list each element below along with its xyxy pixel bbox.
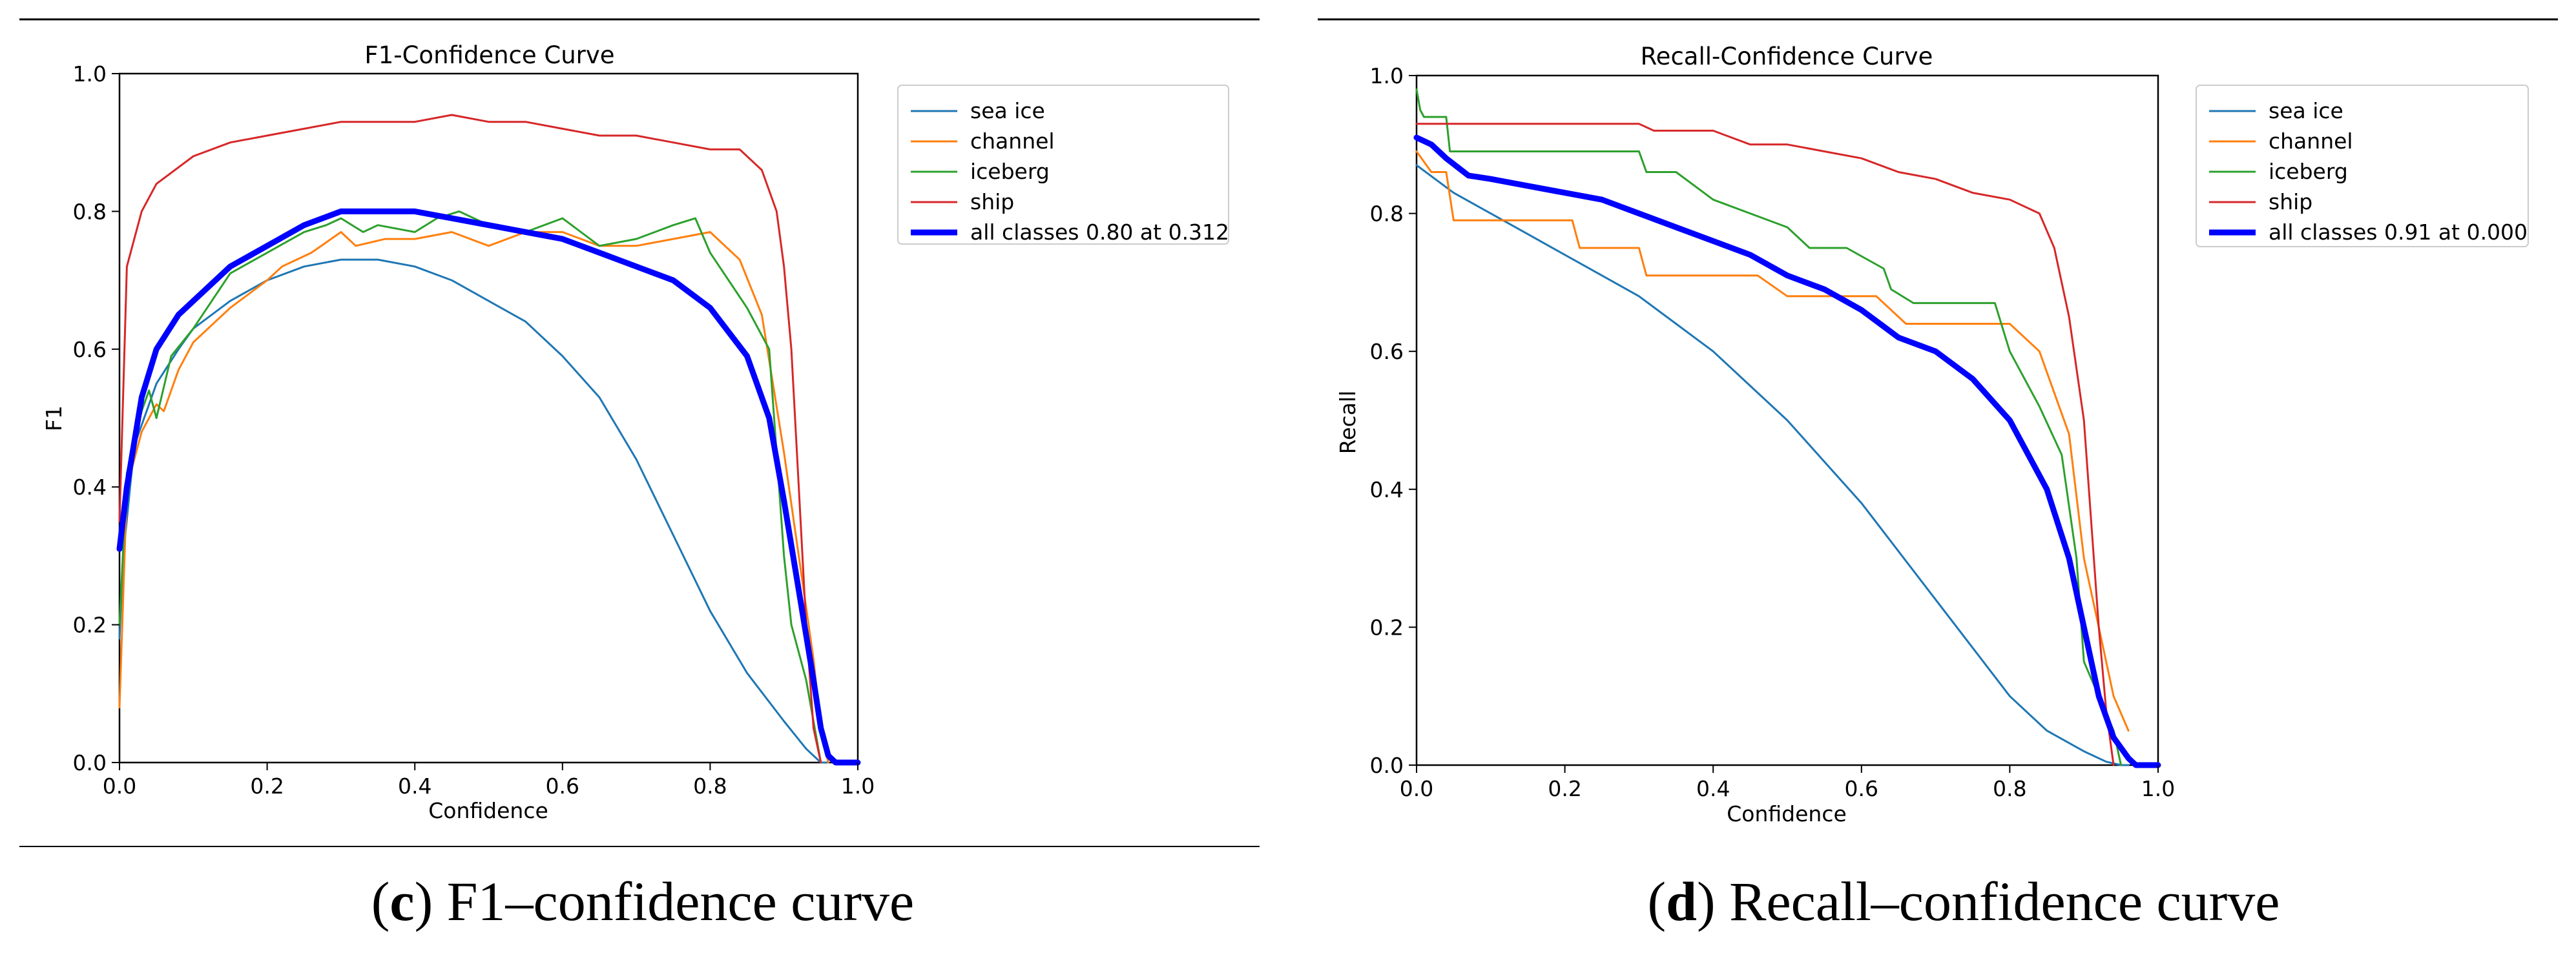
series-line-sea-ice [1415, 164, 2130, 766]
y-tick-label: 0.2 [73, 613, 107, 638]
plot-area [1413, 74, 2161, 768]
caption-d: (d) Recall–confidence curve [1648, 870, 2280, 932]
y-tick-label: 0.8 [1370, 201, 1404, 227]
legend-label: iceberg [970, 159, 1050, 184]
y-axis-ticks: 0.0 0.2 0.4 0.6 0.8 1.0 [73, 61, 119, 775]
series-line-sea-ice [118, 258, 829, 764]
x-tick-label: 0.0 [103, 774, 136, 799]
series-line-ship [118, 114, 822, 764]
series-line-channel [1415, 150, 2130, 732]
legend: sea ice channel iceberg ship all classes 0.8… [897, 85, 1229, 245]
caption-d-text: ) Recall–confidence curve [1697, 870, 2280, 932]
series-layer [1413, 88, 2161, 768]
x-tick-label: 0.8 [693, 774, 727, 799]
legend-frame [897, 85, 1229, 245]
y-tick-label: 0.6 [1370, 339, 1404, 364]
series-line-ship [1415, 123, 2115, 766]
x-axis-label: Confidence [428, 798, 548, 823]
caption-c: (c) F1–confidence curve [371, 870, 914, 932]
series-line-all-classes-0-80-at-0-312 [116, 208, 861, 766]
series-line-iceberg [1415, 88, 2123, 766]
legend: sea ice channel iceberg ship all classes 0.9… [2196, 85, 2529, 247]
x-axis-ticks: 0.0 0.2 0.4 0.6 0.8 1.0 [1400, 765, 2175, 801]
x-tick-label: 0.0 [1400, 776, 1433, 801]
y-tick-label: 0.0 [73, 750, 107, 775]
x-tick-label: 1.0 [2141, 776, 2175, 801]
legend-label: channel [2269, 128, 2353, 154]
y-tick-label: 0.6 [73, 337, 107, 362]
y-tick-label: 0.4 [1370, 477, 1404, 502]
y-tick-label: 0.2 [1370, 615, 1404, 640]
x-tick-label: 0.2 [250, 774, 284, 799]
x-tick-label: 0.6 [546, 774, 579, 799]
legend-label: ship [970, 189, 1014, 214]
series-line-channel [118, 231, 829, 764]
x-axis-ticks: 0.0 0.2 0.4 0.6 0.8 1.0 [103, 763, 875, 799]
recall-confidence-chart: Recall-Confidence Curve 0.0 0.2 0.4 0.6 0.8 1… [1335, 43, 2529, 826]
y-tick-label: 0.8 [73, 199, 107, 224]
x-tick-label: 0.6 [1845, 776, 1878, 801]
axes-frame [118, 72, 859, 764]
legend-label: all classes 0.91 at 0.000 [2269, 220, 2528, 245]
f1-confidence-chart: F1-Confidence Curve 0.0 0.2 0.4 0.6 0.8 1.0 0… [41, 41, 1229, 823]
plot-area [116, 72, 861, 766]
x-tick-label: 0.2 [1548, 776, 1581, 801]
y-tick-label: 0.0 [1370, 753, 1404, 778]
legend-label: iceberg [2269, 159, 2348, 184]
caption-c-text: ) F1–confidence curve [415, 870, 915, 932]
legend-label: all classes 0.80 at 0.312 [970, 220, 1229, 245]
y-tick-label: 1.0 [1370, 63, 1404, 88]
caption-c-letter: c [390, 870, 414, 932]
x-axis-label: Confidence [1727, 801, 1847, 826]
chart-title: Recall-Confidence Curve [1641, 43, 1933, 70]
x-tick-label: 0.8 [1993, 776, 2026, 801]
y-tick-label: 0.4 [73, 475, 107, 500]
legend-label: ship [2269, 189, 2312, 214]
x-tick-label: 0.4 [398, 774, 431, 799]
y-axis-label: F1 [41, 405, 67, 431]
legend-label: sea ice [2269, 98, 2343, 123]
x-tick-label: 1.0 [841, 774, 875, 799]
series-layer [116, 114, 861, 766]
legend-label: channel [970, 128, 1055, 154]
y-axis-label: Recall [1335, 391, 1360, 454]
legend-frame [2196, 85, 2529, 247]
caption-d-letter: d [1666, 870, 1697, 932]
y-axis-ticks: 0.0 0.2 0.4 0.6 0.8 1.0 [1370, 63, 1417, 778]
chart-title: F1-Confidence Curve [364, 41, 614, 69]
y-tick-label: 1.0 [73, 61, 107, 87]
legend-label: sea ice [970, 98, 1045, 123]
series-line-all-classes-0-91-at-0-000 [1413, 134, 2161, 768]
x-tick-label: 0.4 [1696, 776, 1730, 801]
axes-frame [1415, 74, 2159, 766]
